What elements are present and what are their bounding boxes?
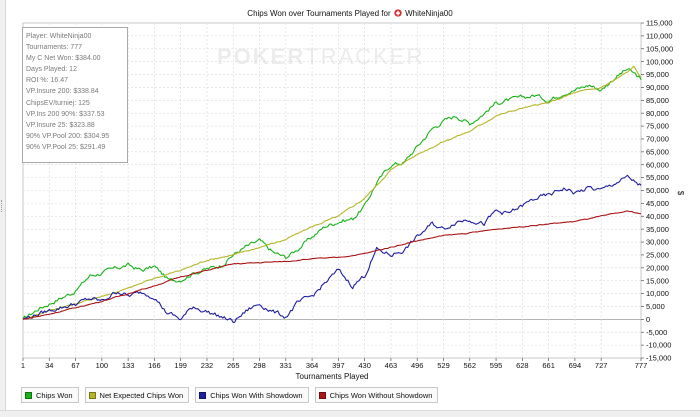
x-tick-label: 562 — [464, 361, 477, 370]
x-tick-label: 67 — [71, 361, 79, 370]
stat-line: 90% VP.Pool 25: $291.49 — [26, 143, 106, 151]
stat-line: VP.Insure 200: $338.84 — [26, 88, 99, 96]
x-tick-label: 496 — [411, 361, 424, 370]
x-tick-label: 34 — [45, 361, 53, 370]
stat-line: ChipsEV/turniej: 125 — [26, 99, 90, 107]
x-tick-label: 628 — [516, 361, 529, 370]
y-tick-label: 45,000 — [646, 199, 669, 208]
x-axis-label: Tournaments Played — [296, 372, 369, 381]
y-tick-label: 115,000 — [646, 19, 673, 28]
y-tick-label: -15,000 — [646, 354, 671, 363]
x-tick-label: 595 — [490, 361, 503, 370]
y-tick-label: 70,000 — [646, 135, 669, 144]
legend-swatch — [88, 391, 96, 399]
chart-legend: Chips Won Net Expected Chips Won Chips Won… — [21, 387, 439, 403]
x-tick-label: 694 — [569, 361, 582, 370]
resize-grip-icon[interactable] — [1, 200, 4, 212]
y-tick-label: 100,000 — [646, 57, 673, 66]
x-tick-label: 199 — [174, 361, 187, 370]
grid — [22, 22, 642, 359]
y-axis-label: $ — [676, 191, 685, 196]
player-stats-box: Player: WhiteNinja00 Tournaments: 777 My C… — [22, 27, 128, 163]
legend-swatch — [199, 391, 207, 399]
legend-label: Chips Won — [36, 390, 73, 400]
y-tick-label: 60,000 — [646, 160, 669, 169]
y-tick-label: 95,000 — [646, 70, 669, 79]
series-lines — [22, 65, 642, 324]
chart-title-prefix: Chips Won over Tournaments Played for — [247, 9, 391, 18]
y-tick-label: 55,000 — [646, 173, 669, 182]
y-tick-label: 20,000 — [646, 263, 669, 272]
y-tick-label: 0 — [646, 315, 650, 324]
y-tick-label: 5,000 — [646, 302, 665, 311]
y-tick-label: 40,000 — [646, 212, 669, 221]
chart-title-player: WhiteNinja00 — [405, 9, 453, 18]
y-tick-label: 25,000 — [646, 251, 669, 260]
x-tick-label: 661 — [542, 361, 555, 370]
series-line — [22, 174, 642, 324]
stat-line: My C Net Won: $384.00 — [26, 55, 101, 63]
y-tick-label: -5,000 — [646, 328, 667, 337]
y-tick-label: 30,000 — [646, 238, 669, 247]
x-tick-label: 463 — [385, 361, 398, 370]
y-tick-label: -10,000 — [646, 341, 671, 350]
legend-label: Net Expected Chips Won — [99, 390, 184, 400]
y-tick-label: 80,000 — [646, 109, 669, 118]
x-tick-label: 265 — [227, 361, 240, 370]
legend-swatch — [25, 391, 32, 399]
stat-line: Days Played: 12 — [26, 66, 77, 74]
stat-line: Tournaments: 777 — [26, 44, 83, 52]
x-tick-label: 777 — [635, 361, 648, 370]
y-tick-label: 85,000 — [646, 96, 669, 105]
legend-label: Chips Won With Showdown — [210, 390, 303, 400]
stat-line: ROI %: 16.47 — [26, 77, 69, 85]
x-tick-label: 166 — [148, 361, 161, 370]
x-tick-label: 331 — [280, 361, 293, 370]
legend-item[interactable]: Chips Won Without Showdown — [314, 387, 439, 403]
pokertracker-watermark: POKERTRACKER — [217, 44, 425, 69]
window-left-edge — [0, 0, 6, 416]
x-tick-label: 232 — [201, 361, 214, 370]
x-tick-label: 430 — [358, 361, 371, 370]
legend-item[interactable]: Net Expected Chips Won — [84, 387, 190, 403]
x-tick-label: 133 — [122, 361, 135, 370]
y-tick-label: 35,000 — [646, 225, 669, 234]
pokerstars-logo-icon — [394, 9, 402, 17]
y-tick-label: 90,000 — [646, 83, 669, 92]
x-tick-label: 397 — [332, 361, 345, 370]
y-tick-label: 15,000 — [646, 276, 669, 285]
stat-line: VP.Insure 25: $323.88 — [26, 121, 95, 129]
y-tick-label: 75,000 — [646, 122, 669, 131]
y-tick-label: 10,000 — [646, 289, 669, 298]
axes: -15,000 -10,000 -5,000 0 5,000 10,000 15,000 20… — [21, 19, 685, 381]
y-tick-label: 110,000 — [646, 31, 673, 40]
stat-line: 90% VP.Pool 200: $304.95 — [26, 132, 110, 140]
series-line — [22, 68, 642, 320]
x-tick-label: 298 — [253, 361, 266, 370]
series-line — [22, 65, 642, 320]
legend-swatch — [318, 391, 326, 399]
y-tick-label: 65,000 — [646, 147, 669, 156]
chart-title: Chips Won over Tournaments Played for Wh… — [0, 9, 700, 18]
window-bottom-edge — [0, 410, 700, 417]
legend-item[interactable]: Chips Won — [21, 387, 79, 403]
stat-line: Player: WhiteNinja00 — [26, 33, 92, 40]
y-tick-label: 50,000 — [646, 186, 669, 195]
legend-item[interactable]: Chips Won With Showdown — [195, 387, 309, 403]
stat-line: VP.Ins 200 90%: $337.53 — [26, 110, 105, 118]
x-tick-label: 100 — [96, 361, 109, 370]
y-tick-label: 105,000 — [646, 44, 673, 53]
legend-label: Chips Won Without Showdown — [329, 390, 433, 400]
x-tick-label: 364 — [306, 361, 319, 370]
x-tick-label: 1 — [21, 361, 25, 370]
x-tick-label: 529 — [437, 361, 450, 370]
series-line — [22, 210, 642, 320]
x-tick-label: 727 — [595, 361, 608, 370]
